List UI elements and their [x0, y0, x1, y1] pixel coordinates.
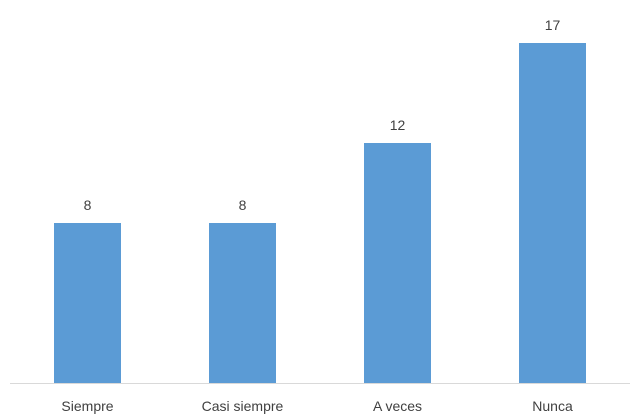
- category-label-casi-siempre: Casi siempre: [202, 398, 284, 414]
- bars-group: [54, 43, 586, 383]
- bar-a-veces: [364, 143, 431, 383]
- category-label-a-veces: A veces: [373, 398, 422, 414]
- category-labels-group: Siempre Casi siempre A veces Nunca: [61, 398, 573, 414]
- value-label-siempre: 8: [84, 197, 92, 213]
- bar-casi-siempre: [209, 223, 276, 383]
- category-label-siempre: Siempre: [61, 398, 113, 414]
- value-label-nunca: 17: [545, 17, 561, 33]
- category-label-nunca: Nunca: [532, 398, 573, 414]
- value-labels-group: 8 8 12 17: [84, 17, 561, 213]
- value-label-a-veces: 12: [390, 117, 406, 133]
- value-label-casi-siempre: 8: [239, 197, 247, 213]
- bar-siempre: [54, 223, 121, 383]
- bar-nunca: [519, 43, 586, 383]
